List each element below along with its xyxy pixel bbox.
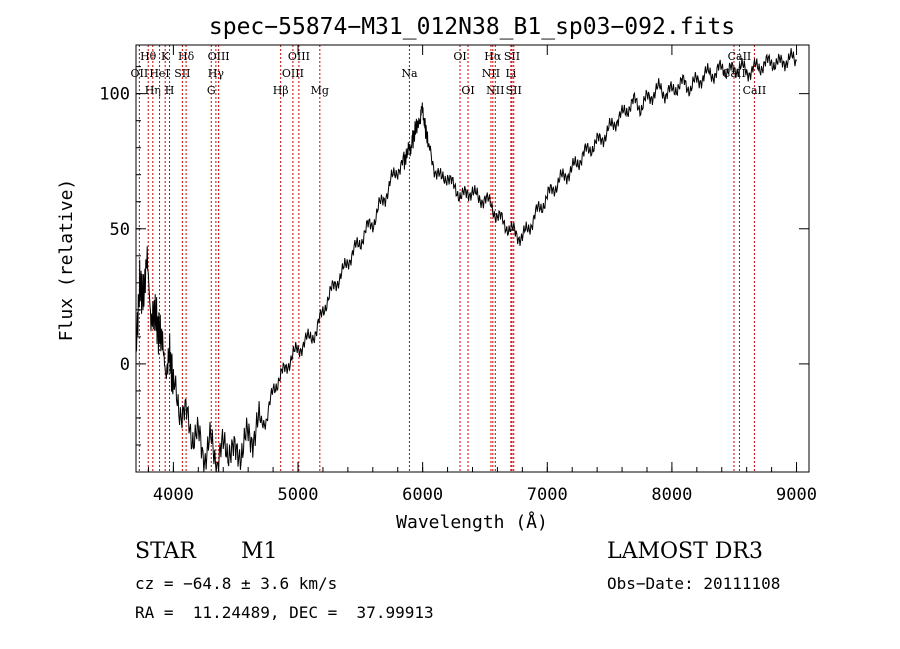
redshift-velocity: cz = −64.8 ± 3.6 km/s <box>135 574 338 593</box>
observation-date: Obs−Date: 20111108 <box>607 574 781 593</box>
coordinates: RA = 11.24489, DEC = 37.99913 <box>135 603 434 622</box>
line-marker-label-1: OII <box>131 67 149 80</box>
line-marker-label-17: OI <box>461 84 474 97</box>
line-marker-label-5: H <box>165 84 175 97</box>
line-marker-label-12: OIII <box>282 67 304 80</box>
x-axis-ticks: 4000 5000 6000 7000 8000 9000 <box>147 45 817 505</box>
line-marker-label-16: OI <box>453 50 466 63</box>
x-axis-label: Wavelength (Å) <box>396 511 548 533</box>
spectrum-line <box>135 48 797 473</box>
line-marker-label-9: Hγ <box>208 67 225 80</box>
line-marker-label-18: NII <box>482 67 500 80</box>
line-marker-label-14: Mg <box>311 84 329 97</box>
x-tick-label-2: 6000 <box>402 485 443 505</box>
line-marker-label-25: CaII <box>728 50 752 63</box>
line-marker-label-7: Hδ <box>178 50 195 63</box>
x-tick-label-1: 5000 <box>278 485 319 505</box>
y-tick-label-1: 50 <box>110 220 130 240</box>
line-marker-label-6: SII <box>174 67 190 80</box>
line-marker-label-13: OIII <box>288 50 310 63</box>
x-tick-label-4: 8000 <box>651 485 692 505</box>
x-tick-label-5: 9000 <box>776 485 817 505</box>
chart-title: spec−55874−M31_012N38_B1_sp03−092.fits <box>209 14 735 40</box>
plot-frame <box>135 44 810 473</box>
line-marker-label-21: Li <box>505 67 516 80</box>
line-marker-label-4: K <box>161 50 170 63</box>
line-marker-label-22: SII <box>504 50 520 63</box>
x-tick-label-0: 4000 <box>153 485 194 505</box>
line-marker-label-10: OIII <box>208 50 230 63</box>
spectrum-chart: spec−55874−M31_012N38_B1_sp03−092.fits H… <box>56 14 817 533</box>
line-marker-label-8: G <box>207 84 216 97</box>
line-marker-label-2: Hη <box>145 84 161 97</box>
object-subclass: M1 <box>241 539 278 564</box>
object-class: STAR <box>135 539 196 564</box>
y-axis-label: Flux (relative) <box>56 179 77 342</box>
line-marker-label-0: Hθ <box>140 50 157 63</box>
y-tick-label-0: 0 <box>120 355 130 375</box>
line-marker-label-19: Hα <box>484 50 502 63</box>
y-tick-label-2: 100 <box>99 85 130 105</box>
line-marker-label-3: HeI <box>149 67 169 80</box>
line-marker-label-11: Hβ <box>273 84 289 97</box>
line-marker-label-26: CaII <box>743 84 767 97</box>
survey-name: LAMOST DR3 <box>607 539 763 564</box>
line-marker-label-23: SII <box>506 84 522 97</box>
line-marker-label-20: NII <box>486 84 504 97</box>
plot-area <box>135 48 797 473</box>
spectral-line-markers: Hθ OII Hη HeI K H SII Hδ G Hγ OIII Hβ OIII OIII Mg Na OI… <box>131 45 767 472</box>
y-axis-ticks: 0 50 100 <box>99 66 809 446</box>
line-marker-label-15: Na <box>401 67 418 80</box>
x-tick-label-3: 7000 <box>527 485 568 505</box>
